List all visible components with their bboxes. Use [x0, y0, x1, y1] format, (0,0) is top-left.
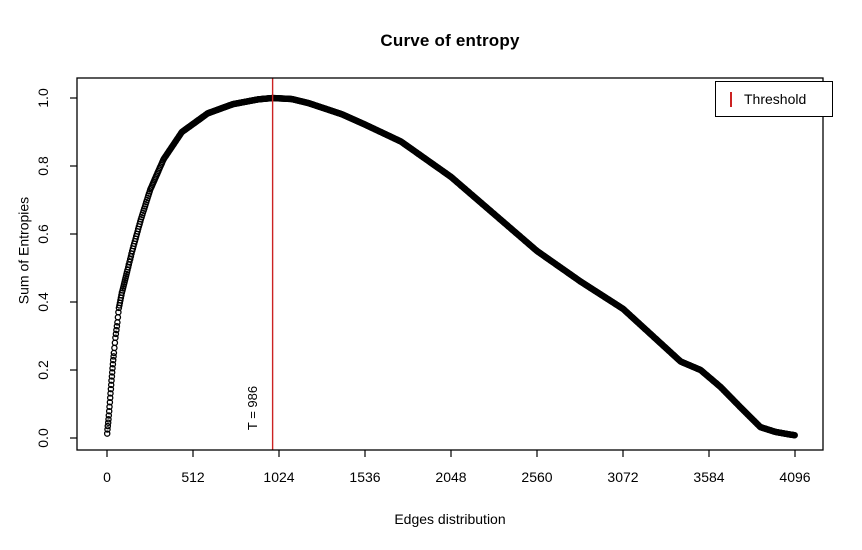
x-tick-label: 0: [103, 469, 111, 485]
y-tick-label: 0.8: [35, 156, 51, 176]
y-tick-label: 1.0: [35, 88, 51, 108]
y-tick-label: 0.0: [35, 428, 51, 448]
threshold-label: T = 986: [245, 385, 260, 431]
chart-title: Curve of entropy: [380, 31, 520, 50]
y-tick-label: 0.2: [35, 360, 51, 380]
y-tick-label: 0.4: [35, 292, 51, 312]
x-tick-label: 3584: [693, 469, 724, 485]
x-tick-label: 1024: [263, 469, 294, 485]
legend-label: Threshold: [744, 91, 807, 107]
x-tick-label: 2048: [435, 469, 466, 485]
y-tick-label: 0.6: [35, 224, 51, 244]
x-tick-label: 3072: [607, 469, 638, 485]
x-tick-label: 1536: [349, 469, 380, 485]
threshold-line-marker-icon: [730, 91, 732, 107]
plot-frame: [76, 77, 824, 451]
x-axis-label: Edges distribution: [394, 511, 506, 527]
x-tick-label: 2560: [521, 469, 552, 485]
x-tick-label: 512: [181, 469, 205, 485]
x-axis-ticks: 0 512 1024 1536 2048 2560 3072 3584 4096: [103, 450, 811, 485]
data-points: [103, 94, 798, 439]
y-axis-ticks: 0.0 0.2 0.4 0.6 0.8 1.0: [35, 88, 77, 448]
x-tick-label: 4096: [779, 469, 810, 485]
legend: Threshold: [715, 81, 833, 117]
y-axis-label: Sum of Entropies: [15, 196, 32, 305]
